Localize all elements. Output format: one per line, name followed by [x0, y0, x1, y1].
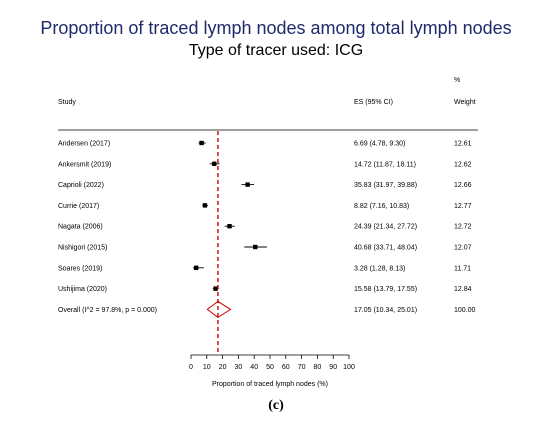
overall-label: Overall (I^2 = 97.8%, p = 0.000): [58, 307, 157, 314]
weight-column-header: Weight: [454, 99, 476, 106]
es-ci-text: 24.39 (21.34, 27.72): [354, 224, 417, 231]
point-estimate-marker: [253, 244, 258, 250]
x-tick-label: 10: [203, 364, 211, 371]
weight-text: 12.62: [454, 161, 472, 168]
point-estimate-marker: [202, 203, 208, 208]
overall-weight-text: 100.00: [454, 307, 476, 314]
es-column-header: ES (95% CI): [354, 99, 393, 106]
study-label: Andersen (2017): [58, 141, 110, 148]
x-tick-label: 30: [235, 364, 243, 371]
x-tick-label: 60: [282, 364, 290, 371]
study-label: Currie (2017): [58, 203, 99, 210]
point-estimate-marker: [199, 140, 204, 146]
es-ci-text: 6.69 (4.78, 9.30): [354, 141, 405, 148]
es-ci-text: 14.72 (11.87, 18.11): [354, 161, 416, 168]
x-tick-label: 70: [298, 364, 306, 371]
weight-text: 12.84: [454, 286, 472, 293]
x-tick-label: 50: [266, 364, 274, 371]
es-ci-text: 8.82 (7.16, 10.83): [354, 203, 409, 210]
weight-text: 12.07: [454, 245, 472, 252]
x-tick-label: 0: [189, 364, 193, 371]
study-column-header: Study: [58, 99, 76, 106]
point-estimate-marker: [212, 161, 217, 166]
x-tick-label: 80: [314, 364, 322, 371]
weight-text: 11.71: [454, 265, 471, 272]
chart-title: Proportion of traced lymph nodes among t…: [40, 18, 511, 38]
study-label: Soares (2019): [58, 265, 102, 272]
x-tick-label: 20: [219, 364, 227, 371]
study-label: Caprioli (2022): [58, 182, 104, 189]
study-label: Nagata (2006): [58, 224, 103, 231]
figure-caption: (c): [268, 398, 284, 413]
study-label: Ushijima (2020): [58, 286, 107, 293]
point-estimate-marker: [193, 265, 199, 270]
study-label: Ankersmit (2019): [58, 161, 111, 168]
overall-diamond: [206, 300, 232, 319]
study-rows: Andersen (2017) 6.69 (4.78, 9.30) 12.61 Ank…: [58, 140, 476, 319]
chart-subtitle: Type of tracer used: ICG: [189, 42, 363, 59]
es-ci-text: 40.68 (33.71, 48.04): [354, 245, 417, 252]
x-axis-label: Proportion of traced lymph nodes (%): [212, 381, 328, 388]
weight-text: 12.72: [454, 224, 472, 231]
overall-es-text: 17.05 (10.34, 25.01): [354, 307, 417, 314]
point-estimate-marker: [213, 286, 218, 291]
x-tick-label: 90: [329, 364, 337, 371]
x-tick-label: 100: [343, 364, 355, 371]
es-ci-text: 35.83 (31.97, 39.88): [354, 182, 417, 189]
es-ci-text: 15.58 (13.79, 17.55): [354, 286, 417, 293]
weight-text: 12.77: [454, 203, 472, 210]
es-ci-text: 3.28 (1.28, 8.13): [354, 265, 405, 272]
x-tick-label: 40: [250, 364, 258, 371]
weight-text: 12.66: [454, 182, 472, 189]
point-estimate-marker: [227, 224, 232, 229]
point-estimate-marker: [245, 182, 250, 187]
weight-text: 12.61: [454, 141, 472, 148]
weight-unit-header: %: [454, 77, 460, 84]
study-label: Nishigori (2015): [58, 245, 107, 252]
